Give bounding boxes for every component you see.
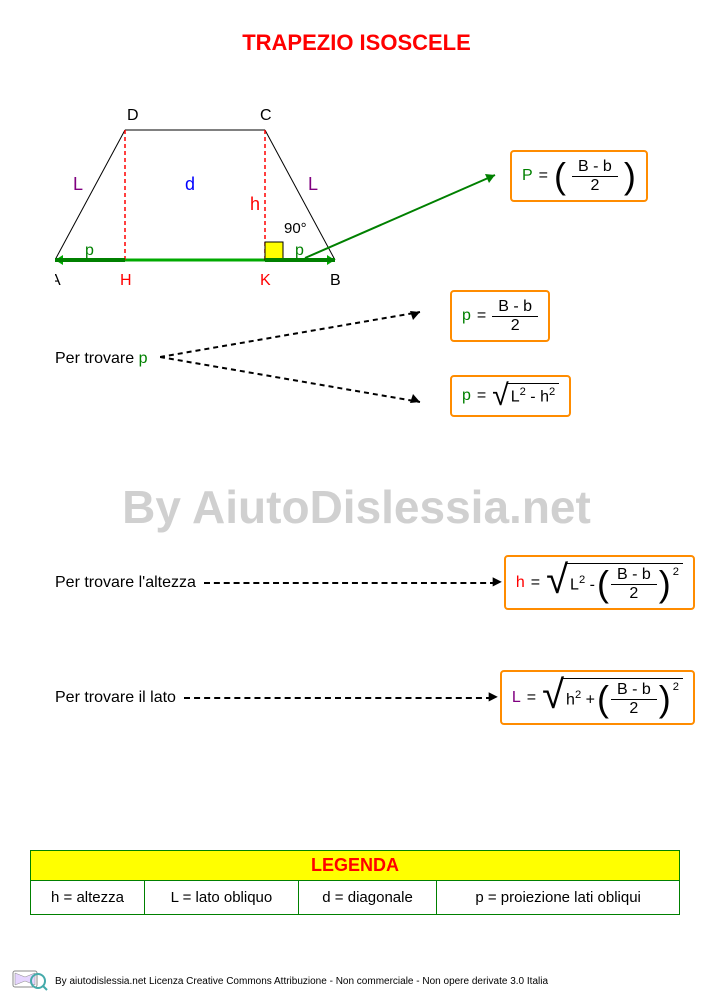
label-p-left: p (85, 242, 94, 259)
section-p-label: Per trovare p (55, 350, 148, 368)
label-90deg: 90° (284, 220, 307, 237)
legend-title: LEGENDA (31, 851, 680, 881)
legend-h: h = altezza (31, 881, 145, 915)
label-h: h (250, 194, 260, 214)
section-h-row: Per trovare l'altezza h = √ L2 - ( B - b… (55, 555, 695, 610)
vertex-H: H (120, 272, 132, 289)
legend-d: d = diagonale (298, 881, 436, 915)
vertex-C: C (260, 107, 272, 124)
vertex-D: D (127, 107, 139, 124)
vertex-B: B (330, 272, 341, 289)
legend-p: p = proiezione lati obliqui (437, 881, 680, 915)
watermark: By AiutoDislessia.net (0, 480, 713, 534)
vertex-K: K (260, 272, 271, 289)
legend-table: LEGENDA h = altezza L = lato obliquo d =… (30, 850, 680, 915)
footer-icon (12, 965, 48, 991)
label-p-right: p (295, 242, 304, 259)
formula-p2: p = √ L2 - h2 (450, 375, 571, 417)
formula-p-main: P = ( B - b 2 ) (510, 150, 648, 202)
page-title: TRAPEZIO ISOSCELE (0, 0, 713, 56)
section-L-row: Per trovare il lato L = √ h2 + ( B - b 2… (55, 670, 695, 725)
vertex-A: A (55, 272, 61, 289)
label-L-right: L (308, 174, 318, 194)
formula-h: h = √ L2 - ( B - b 2 )2 (504, 555, 695, 610)
var-P: P (522, 167, 533, 185)
label-d: d (185, 174, 195, 194)
formula-L: L = √ h2 + ( B - b 2 )2 (500, 670, 695, 725)
footer-text: By aiutodislessia.net Licenza Creative C… (55, 976, 548, 987)
label-L-left: L (73, 174, 83, 194)
legend-L: L = lato obliquo (145, 881, 299, 915)
formula-p1: p = B - b 2 (450, 290, 550, 342)
dashed-arrows-p (160, 302, 440, 412)
